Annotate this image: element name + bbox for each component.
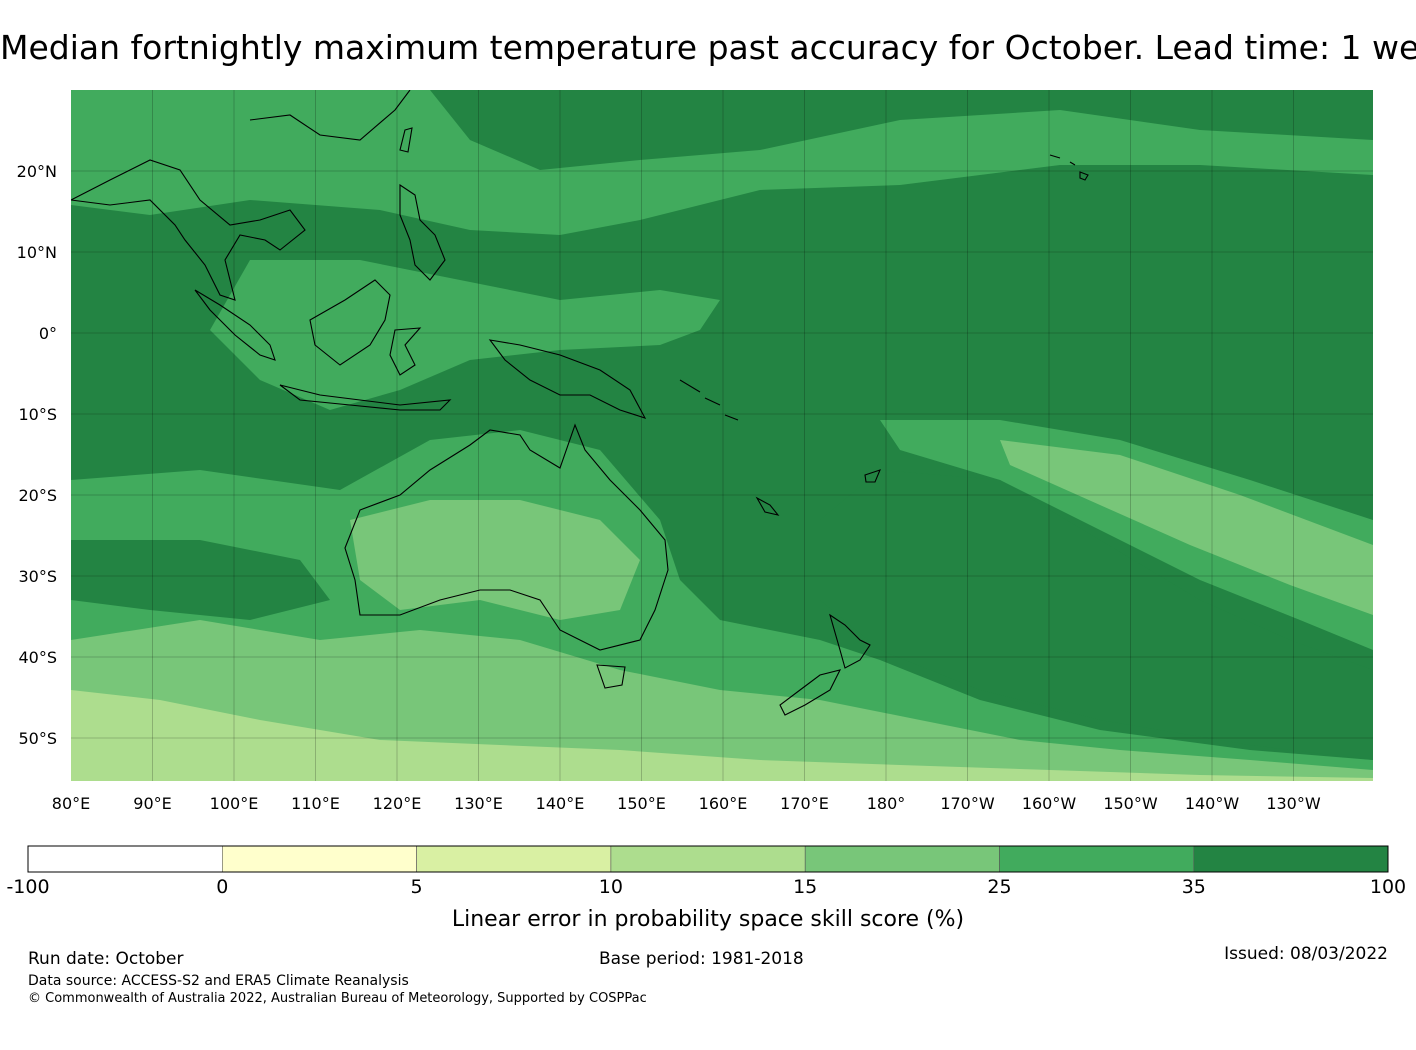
colorbar-tick: 25 [987,876,1011,898]
lat-label: 50°S [18,729,57,748]
skill-region-dark-southwest [71,540,330,620]
coastline-new-zealand-south [779,669,842,716]
lon-label: 160°E [699,794,748,813]
lat-label: 0° [39,324,57,343]
colorbar: -100 0 5 10 15 25 35 100 Linear error in… [6,845,1406,932]
skill-region-south-pacific-band [880,420,1373,650]
skill-region-maritime [210,260,720,410]
colorbar-segment [610,845,806,873]
colorbar-segment [416,845,612,873]
colorbar-tick: 100 [1370,876,1406,898]
run-date: Run date: October [28,949,184,969]
lon-label: 140°E [536,794,585,813]
colorbar-tick: 10 [599,876,623,898]
colorbar-tick: 15 [793,876,817,898]
skill-region-australia-interior [350,500,640,620]
lon-label: 170°W [940,794,995,813]
lon-label: 100°E [210,794,259,813]
coastline-taiwan [399,127,413,153]
graticule [71,90,1373,781]
data-source: Data source: ACCESS-S2 and ERA5 Climate … [28,973,409,989]
coastline-sulawesi [389,327,422,376]
lat-label: 20°S [18,486,57,505]
map-panel [71,90,1373,781]
skill-region-south-pacific-light [1000,440,1373,615]
coastline-indochina [71,159,306,301]
coastline-sumatra [194,289,276,361]
coastline-borneo [309,279,391,366]
colorbar-segment [804,845,1000,873]
coastline-hawaii [1049,154,1089,181]
colorbar-tick: 5 [411,876,423,898]
lon-label: 80°E [52,794,90,813]
coastline-china [249,90,411,141]
colorbar-tick: 35 [1182,876,1206,898]
coastline-philippines [399,183,446,281]
coastline-new-guinea [488,339,647,419]
lon-label: 120°E [373,794,422,813]
colorbar-segment [1193,845,1389,873]
lat-label: 40°S [18,648,57,667]
coastline-java [279,384,452,411]
colorbar-segment [999,845,1195,873]
lon-label: 140°W [1185,794,1240,813]
coastline-new-caledonia [755,496,780,516]
lon-label: 130°E [454,794,503,813]
skill-region-dark-central-pacific [820,470,1373,760]
copyright: © Commonwealth of Australia 2022, Austra… [28,991,647,1006]
colorbar-segment [27,845,223,873]
lat-label: 20°N [17,162,57,181]
lon-label: 160°W [1022,794,1077,813]
lon-label: 90°E [133,794,171,813]
coastline-australia [344,423,669,651]
colorbar-ticks: -100 0 5 10 15 25 35 100 [6,876,1406,898]
coastline-new-zealand-north [829,613,871,669]
lon-label: 130°W [1266,794,1321,813]
lon-label: 170°E [780,794,829,813]
coastline-fiji [864,469,881,483]
skill-region-north [71,90,1373,235]
lat-label: 30°S [18,567,57,586]
lon-label: 150°W [1103,794,1158,813]
issued-date: Issued: 08/03/2022 [1224,944,1388,964]
base-period: Base period: 1981-2018 [599,949,804,969]
lat-label: 10°S [18,405,57,424]
coastline-solomons [679,379,739,421]
colorbar-tick: -100 [6,876,49,898]
coastline-tasmania [596,664,626,689]
lon-label: 110°E [291,794,340,813]
lat-label: 10°N [17,243,57,262]
latitude-axis: 20°N 10°N 0° 10°S 20°S 30°S 40°S 50°S [17,162,57,748]
colorbar-label: Linear error in probability space skill … [452,907,964,932]
lon-label: 150°E [617,794,666,813]
skill-region-far-south [71,690,1373,781]
colorbar-segment [222,845,417,873]
skill-field [71,90,1373,781]
colorbar-tick: 0 [216,876,228,898]
lon-label: 180° [867,794,906,813]
longitude-axis: 80°E 90°E 100°E 110°E 120°E 130°E 140°E … [52,794,1321,813]
colorbar-frame [27,845,1389,873]
map-title: Median fortnightly maximum temperature p… [0,28,1416,67]
coastlines [71,90,1089,716]
